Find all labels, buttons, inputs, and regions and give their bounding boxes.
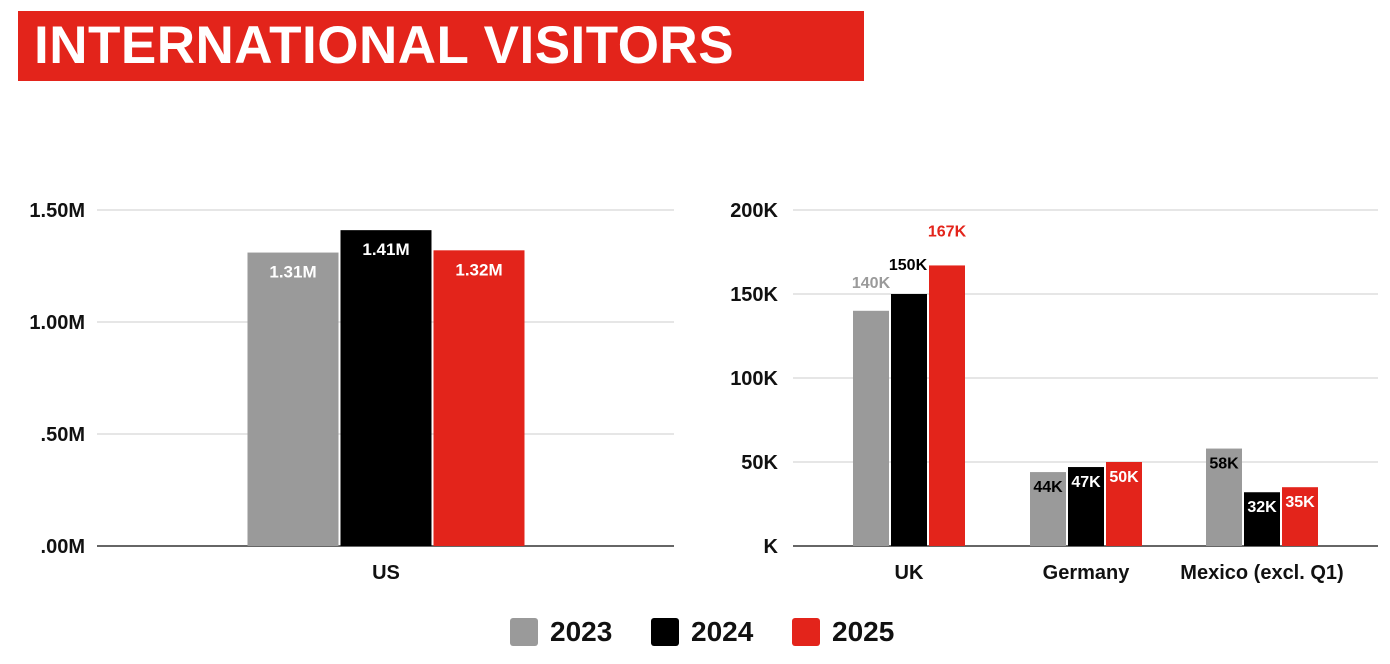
x-category-label: US bbox=[372, 562, 400, 584]
legend-label-2025: 2025 bbox=[832, 616, 895, 647]
bar-uk-2023 bbox=[853, 310, 889, 546]
legend-label-2024: 2024 bbox=[691, 616, 754, 647]
y-tick-label: 1.50M bbox=[29, 200, 85, 222]
bar-mexico-excl-q1-2024 bbox=[1244, 492, 1280, 546]
x-category-label: UK bbox=[895, 562, 924, 584]
data-label-mexico-excl-q1-2023: 58K bbox=[1209, 456, 1239, 473]
data-label-uk-2023: 140K bbox=[852, 275, 891, 292]
bar-uk-2024 bbox=[891, 294, 927, 546]
y-tick-label: K bbox=[764, 536, 779, 558]
title-banner: INTERNATIONAL VISITORS bbox=[18, 11, 864, 81]
bar-germany-2025 bbox=[1106, 462, 1142, 546]
legend-label-2023: 2023 bbox=[550, 616, 613, 647]
bar-mexico-excl-q1-2023 bbox=[1206, 448, 1242, 546]
y-tick-label: 100K bbox=[730, 368, 778, 390]
legend-item-2023: 2023 bbox=[510, 612, 612, 652]
page-title: INTERNATIONAL VISITORS bbox=[34, 16, 735, 75]
legend-swatch-2025 bbox=[792, 618, 820, 646]
y-tick-label: .50M bbox=[41, 424, 85, 446]
bar-germany-2024 bbox=[1068, 467, 1104, 546]
data-label-germany-2024: 47K bbox=[1071, 474, 1101, 491]
bar-uk-2025 bbox=[929, 265, 965, 546]
bar-us-2024 bbox=[340, 230, 432, 546]
legend-swatch-2023 bbox=[510, 618, 538, 646]
bar-germany-2023 bbox=[1030, 472, 1066, 546]
bar-us-2025 bbox=[433, 250, 525, 546]
data-label-us-2025: 1.32M bbox=[455, 260, 502, 279]
bar-charts: .00M .50M 1.00M 1.50M 1.31M 1.41M 1.32M US K 50K 1… bbox=[29, 200, 1378, 584]
y-tick-label: 150K bbox=[730, 284, 778, 306]
x-category-label: Mexico (excl. Q1) bbox=[1180, 562, 1343, 584]
y-tick-label: .00M bbox=[41, 536, 85, 558]
data-label-us-2024: 1.41M bbox=[362, 240, 409, 259]
data-label-germany-2023: 44K bbox=[1033, 479, 1063, 496]
legend-item-2025: 2025 bbox=[792, 612, 894, 652]
data-label-uk-2025: 167K bbox=[928, 223, 967, 240]
legend-item-2024: 2024 bbox=[651, 612, 753, 652]
y-tick-label: 1.00M bbox=[29, 312, 85, 334]
y-tick-label: 50K bbox=[741, 452, 778, 474]
data-label-mexico-excl-q1-2025: 35K bbox=[1285, 494, 1315, 511]
x-category-label: Germany bbox=[1043, 562, 1131, 584]
bar-mexico-excl-q1-2025 bbox=[1282, 487, 1318, 546]
chart-legend: 2023 2024 2025 bbox=[0, 612, 1390, 652]
data-label-mexico-excl-q1-2024: 32K bbox=[1247, 499, 1277, 516]
data-label-uk-2024: 150K bbox=[889, 257, 928, 274]
data-label-us-2023: 1.31M bbox=[269, 263, 316, 282]
legend-swatch-2024 bbox=[651, 618, 679, 646]
y-tick-label: 200K bbox=[730, 200, 778, 222]
bar-us-2023 bbox=[247, 252, 339, 546]
data-label-germany-2025: 50K bbox=[1109, 469, 1139, 486]
